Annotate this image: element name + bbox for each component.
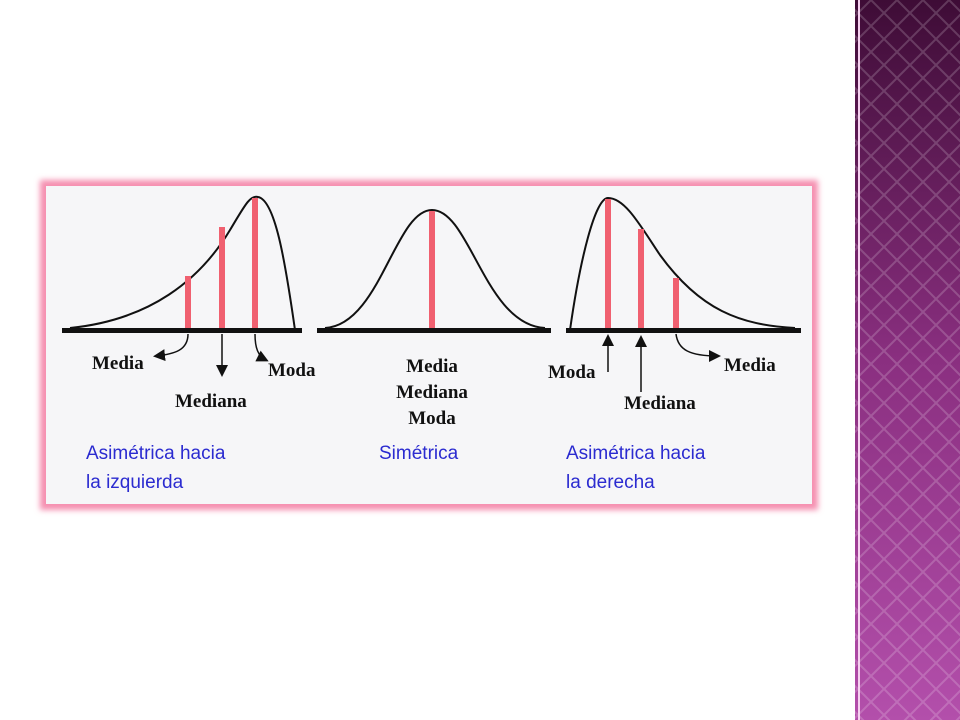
curve-right bbox=[569, 196, 796, 331]
label: Mediana bbox=[624, 393, 696, 414]
side-pattern bbox=[855, 0, 960, 720]
center-line bbox=[429, 211, 435, 328]
moda-line bbox=[605, 199, 611, 328]
label: Moda bbox=[408, 408, 456, 429]
label: Media bbox=[406, 356, 458, 377]
caption: la izquierda bbox=[86, 472, 184, 493]
baseline bbox=[317, 328, 551, 333]
caption: Simétrica bbox=[379, 443, 459, 464]
caption: Asimétrica hacia bbox=[566, 443, 706, 464]
baseline bbox=[566, 328, 801, 333]
label: Moda bbox=[268, 360, 316, 381]
baselines bbox=[62, 328, 801, 333]
baseline bbox=[62, 328, 302, 333]
mediana-line bbox=[638, 229, 644, 328]
caption: la derecha bbox=[566, 472, 655, 493]
moda-line bbox=[252, 198, 258, 328]
media-line bbox=[185, 276, 191, 328]
bars bbox=[185, 198, 679, 328]
arrow bbox=[675, 333, 721, 362]
caption: Asimétrica hacia bbox=[86, 443, 226, 464]
arrow bbox=[153, 333, 189, 362]
label: Media bbox=[92, 353, 144, 374]
curve-symmetric bbox=[324, 208, 546, 329]
stripe-edge bbox=[858, 0, 860, 720]
arrow bbox=[254, 333, 269, 362]
curve-left bbox=[69, 195, 296, 331]
media-line bbox=[673, 278, 679, 328]
arrows bbox=[153, 333, 721, 392]
curves bbox=[69, 195, 796, 331]
label: Media bbox=[724, 355, 776, 376]
mediana-line bbox=[219, 227, 225, 328]
label: Moda bbox=[548, 362, 596, 383]
label: Mediana bbox=[175, 391, 247, 412]
label: Mediana bbox=[396, 382, 468, 403]
